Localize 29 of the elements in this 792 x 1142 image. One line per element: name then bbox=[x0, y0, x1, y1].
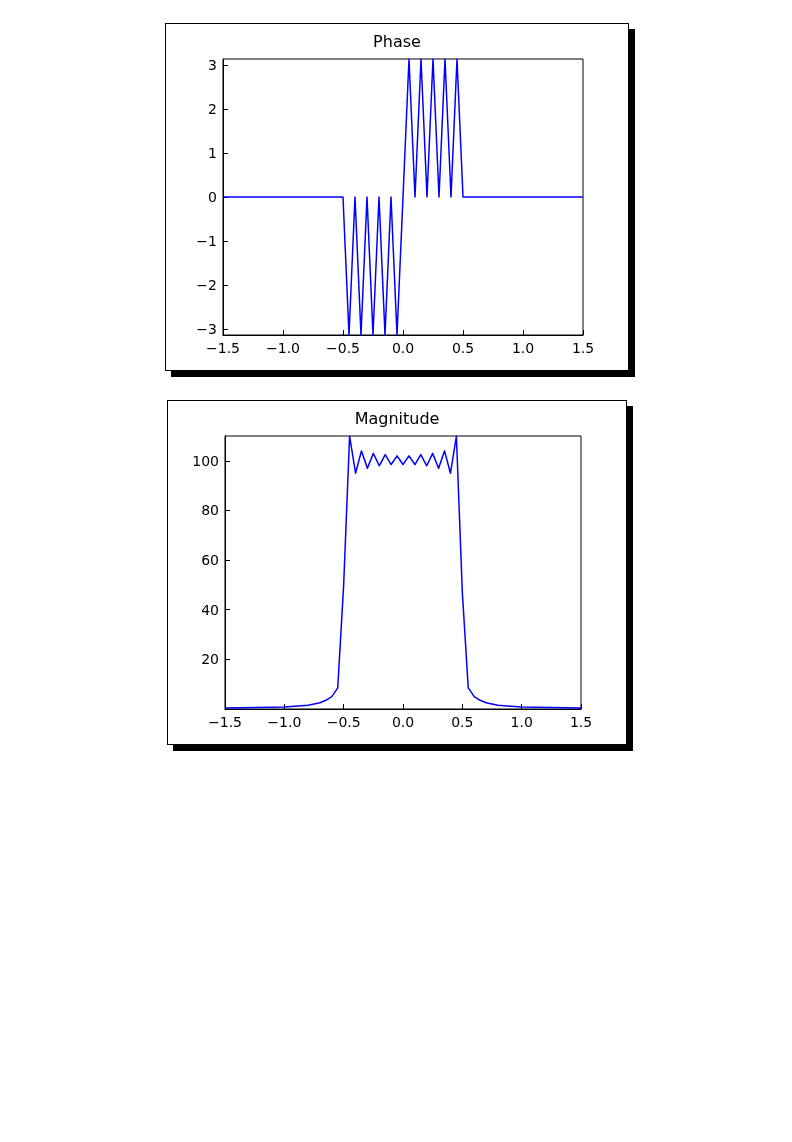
x-tick-label: 1.5 bbox=[569, 714, 593, 730]
y-tick-label: 80 bbox=[201, 502, 219, 519]
y-tick-label: −2 bbox=[196, 276, 217, 293]
y-tick-label: 60 bbox=[201, 552, 219, 569]
x-tick-label: 0.0 bbox=[391, 714, 415, 730]
y-tick-label: −3 bbox=[196, 320, 217, 337]
x-tick-label: 0.0 bbox=[391, 340, 415, 356]
x-tick-label: 0.5 bbox=[451, 340, 475, 356]
x-tick-label: −1.5 bbox=[208, 714, 242, 730]
x-tick-label: 0.5 bbox=[451, 714, 474, 730]
x-tick-label: −1.0 bbox=[266, 340, 300, 356]
x-tick-label: 1.0 bbox=[511, 340, 535, 356]
x-tick-label: −1.0 bbox=[267, 714, 302, 730]
chart-title: Phase bbox=[373, 31, 421, 51]
y-tick-label: 100 bbox=[192, 452, 219, 469]
x-tick-label: −0.5 bbox=[326, 714, 361, 730]
x-tick-label: −0.5 bbox=[326, 340, 360, 356]
y-tick-label: 2 bbox=[208, 101, 217, 118]
y-tick-label: −1 bbox=[196, 232, 217, 249]
x-tick-label: 1.5 bbox=[571, 340, 595, 356]
chart-title: Magnitude bbox=[354, 408, 440, 428]
y-tick-label: 1 bbox=[208, 145, 217, 162]
y-tick-label: 40 bbox=[201, 601, 219, 618]
x-tick-label: 1.0 bbox=[510, 714, 533, 730]
line-series bbox=[224, 435, 582, 709]
y-tick-label: 0 bbox=[208, 189, 217, 205]
y-tick-label: 20 bbox=[201, 651, 219, 668]
x-tick-label: −1.5 bbox=[206, 340, 240, 356]
y-tick-label: 3 bbox=[208, 57, 217, 74]
